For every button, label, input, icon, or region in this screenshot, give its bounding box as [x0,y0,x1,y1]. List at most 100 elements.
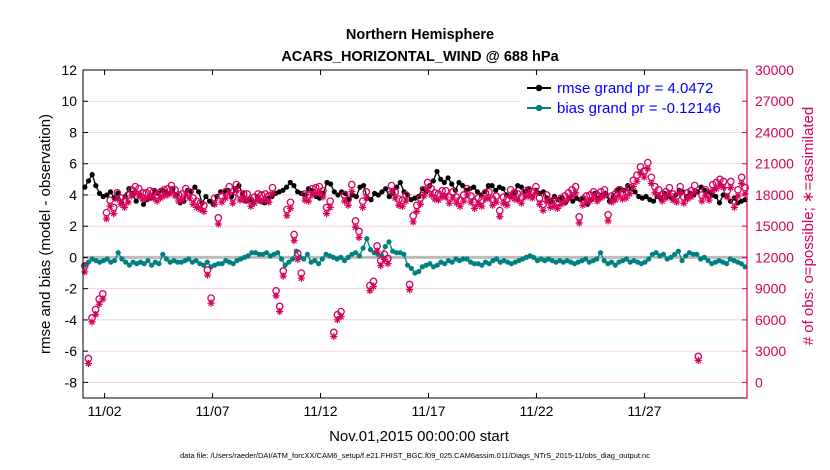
assimilated-point [247,202,255,210]
possible-point [268,183,277,192]
assimilated-point [694,356,702,365]
rmse-point [632,189,638,195]
bias-point [679,258,685,264]
assimilated-point [431,195,439,203]
possible-point [347,180,356,189]
bias-point [286,259,292,265]
bias-point [738,261,745,267]
bias-point [201,262,207,268]
assimilated-point [322,210,331,218]
bias-point [486,261,492,267]
assimilated-point [131,189,139,197]
chart-subtitle: ACARS_HORIZONTAL_WIND @ 688 hPa [281,49,559,65]
bias-point [319,256,325,262]
assimilated-point [297,274,305,282]
assimilated-point [449,194,457,202]
possible-point [737,173,746,182]
possible-point [734,185,742,194]
possible-point [495,206,504,215]
rmse-point [328,181,334,187]
assimilated-point [492,198,500,206]
bias-point [642,259,648,265]
bias-point [705,258,711,264]
x-tick-label: 11/12 [304,403,338,419]
bias-point [156,261,162,267]
rmse-point [104,192,110,198]
bias-point [672,251,678,257]
assimilated-point [164,191,172,199]
rmse-point [107,189,114,195]
bias-point [126,262,132,268]
rmse-point [500,186,506,192]
assimilated-point [110,210,118,218]
assimilated-point [673,198,681,206]
rmse-point [140,201,147,207]
assimilated-point [326,203,334,211]
assimilated-point [644,165,652,173]
bias-point [141,261,147,267]
y-tick-label: -4 [65,312,78,328]
bias-point [386,239,392,245]
bias-point [145,258,151,264]
assimilated-point [651,189,659,197]
bias-point [494,256,500,262]
assimilated-point [272,292,280,300]
assimilated-point [445,199,453,207]
bias-point [690,251,696,257]
bias-point [230,261,236,267]
assimilated-point [398,202,406,210]
bias-point [531,254,537,260]
assimilated-point [662,194,670,202]
rmse-point [430,178,436,184]
assimilated-point [84,359,93,368]
rmse-point [203,193,209,200]
possible-point [286,198,295,207]
assimilated-point [654,192,663,200]
x-tick-label: 11/17 [411,403,445,419]
rmse-point [196,189,202,195]
bias-point [163,256,170,262]
assimilated-point [737,179,746,188]
bias-point [583,256,589,262]
x-axis-label: Nov.01,2015 00:00:00 start [329,428,510,445]
rmse-point [445,175,451,181]
possible-point [387,181,396,190]
assimilated-point [712,185,720,193]
bias-point [464,256,470,262]
rmse-point [570,198,576,204]
assimilated-point [456,202,464,210]
assimilated-point [214,220,222,228]
bias-point [393,250,400,256]
bias-point [275,250,281,256]
bias-point [193,258,199,264]
y2-tick-label: 12000 [755,249,794,265]
assimilated-point [211,200,219,208]
assimilated-point [434,196,443,204]
rmse-point [89,172,95,178]
bias-point [256,251,262,257]
assimilated-point [701,192,710,200]
assimilated-point [348,188,356,196]
bias-point [360,245,366,251]
bias-point [597,250,604,256]
assimilated-point [460,197,468,205]
assimilated-point [579,201,587,209]
y2-tick-label: 24000 [755,124,794,140]
bias-point [701,254,707,260]
assimilated-point [633,177,641,185]
assimilated-point [478,202,486,210]
assimilated-point [156,194,165,202]
assimilated-point [727,183,735,192]
assimilated-point [88,318,96,326]
assimilated-point [416,200,425,208]
y2-tick-label: 15000 [755,218,794,234]
rmse-point [353,193,359,200]
bias-point [264,250,270,256]
assimilated-point [564,195,572,203]
assimilated-point [344,201,352,209]
assimilated-point [351,223,360,231]
assimilated-point [463,191,471,199]
assimilated-point [261,196,269,204]
bias-point [341,258,348,264]
rmse-point [287,179,293,186]
